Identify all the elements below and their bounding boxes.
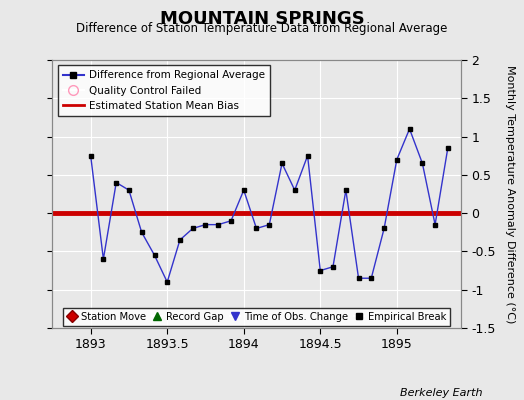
Legend: Station Move, Record Gap, Time of Obs. Change, Empirical Break: Station Move, Record Gap, Time of Obs. C… [63,308,451,326]
Text: MOUNTAIN SPRINGS: MOUNTAIN SPRINGS [160,10,364,28]
Text: Berkeley Earth: Berkeley Earth [400,388,482,398]
Text: Difference of Station Temperature Data from Regional Average: Difference of Station Temperature Data f… [77,22,447,35]
Y-axis label: Monthly Temperature Anomaly Difference (°C): Monthly Temperature Anomaly Difference (… [506,65,516,323]
